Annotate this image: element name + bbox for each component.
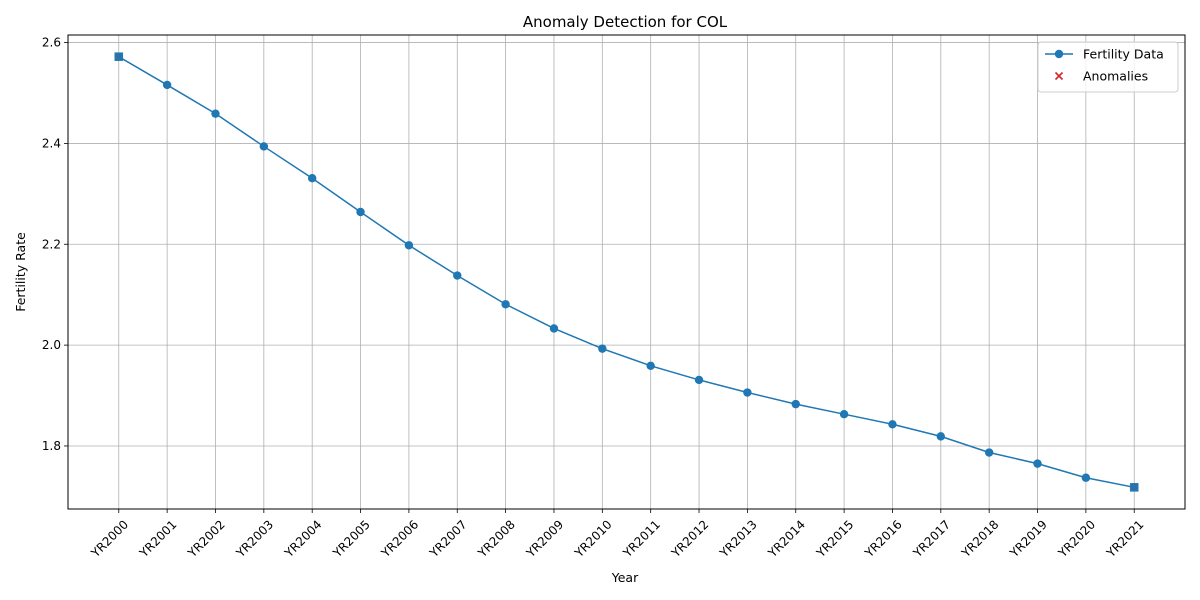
plot-frame (67, 34, 1186, 510)
chart-title: Anomaly Detection for COL (523, 13, 728, 31)
fertility-data-point (936, 432, 946, 441)
x-axis-label: Year (611, 570, 639, 585)
anomaly-overlay-point (1129, 483, 1139, 492)
y-tick-label: 2.4 (42, 136, 61, 150)
fertility-data-point (404, 241, 414, 250)
fertility-data-point (598, 344, 607, 353)
y-tick-label: 2.6 (42, 36, 61, 50)
fertility-data-point (453, 271, 462, 280)
y-tick-label: 1.8 (42, 439, 61, 453)
fertility-data-point (839, 410, 849, 419)
fertility-data-point (307, 174, 317, 183)
fertility-data-point (1033, 459, 1042, 468)
y-tick-label: 2.2 (42, 237, 61, 251)
fertility-data-point (646, 361, 655, 370)
fertility-data-point (743, 388, 752, 397)
legend-label: Anomalies (1083, 69, 1148, 84)
anomaly-marker (1129, 483, 1139, 492)
fertility-data-point (162, 80, 172, 90)
legend-label: Fertility Data (1083, 47, 1164, 62)
fertility-data-point (694, 375, 704, 385)
fertility-data-point (211, 109, 220, 118)
fertility-data-point (356, 207, 365, 217)
anomaly-overlay-point (114, 52, 124, 61)
fertility-data-point (984, 448, 994, 457)
legend: Fertility Data Anomalies (1037, 41, 1179, 93)
y-axis-label: Fertility Rate (13, 232, 28, 312)
fertility-data-line (118, 56, 1135, 489)
anomaly-marker (114, 52, 124, 61)
legend-circle-swatch (1054, 49, 1064, 59)
fertility-data-point (549, 324, 559, 333)
grid (68, 35, 1185, 509)
fertility-data-point (888, 420, 897, 429)
fertility-data-point (501, 300, 510, 309)
series-layer (114, 52, 1139, 492)
fertility-data-point (259, 142, 269, 151)
y-tick-label: 2.0 (42, 338, 61, 352)
fertility-data-point (1081, 473, 1091, 482)
legend-x-swatch (1054, 71, 1064, 81)
fertility-data-point (791, 399, 800, 409)
